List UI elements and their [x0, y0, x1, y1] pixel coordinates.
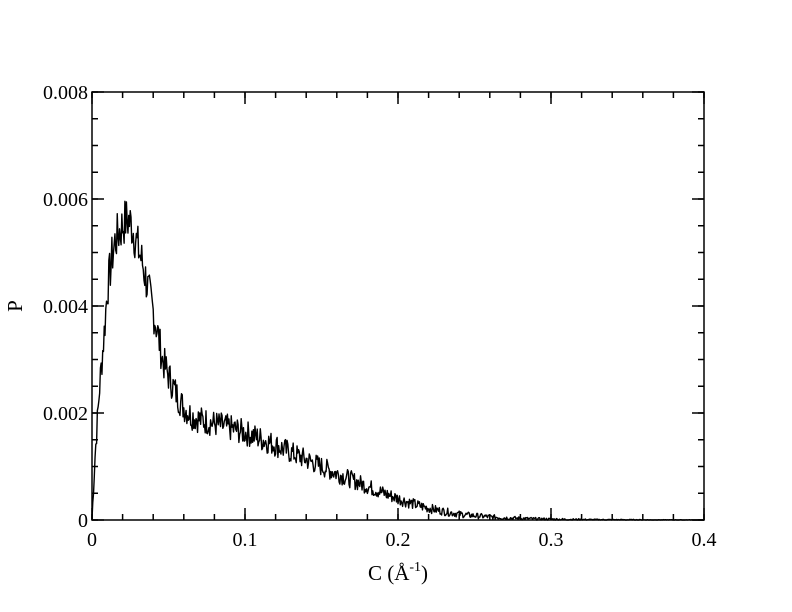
- y-tick-label: 0.008: [43, 82, 88, 104]
- axis-tick-labels: 0 0.1 0.2 0.3 0.4 0 0.002 0.004 0.006 0.008: [43, 82, 717, 551]
- x-axis-label-base: C (Å: [368, 561, 410, 585]
- y-axis-label: P: [3, 300, 27, 312]
- x-tick-label: 0.3: [539, 529, 564, 551]
- x-tick-label: 0.1: [233, 529, 258, 551]
- x-tick-label: 0: [87, 529, 97, 551]
- y-tick-label: 0.004: [43, 296, 88, 318]
- y-tick-label: 0.006: [43, 189, 88, 211]
- data-series-line: [91, 200, 705, 521]
- x-axis-label: C (Å-1): [368, 560, 428, 585]
- y-tick-label: 0.002: [43, 403, 88, 425]
- axis-ticks: [91, 91, 705, 521]
- plot-frame: [91, 91, 705, 521]
- y-tick-label: 0: [78, 510, 88, 532]
- x-axis-label-close: ): [421, 561, 428, 585]
- x-tick-label: 0.2: [386, 529, 411, 551]
- x-axis-label-exponent: -1: [409, 560, 421, 575]
- x-tick-label: 0.4: [692, 529, 717, 551]
